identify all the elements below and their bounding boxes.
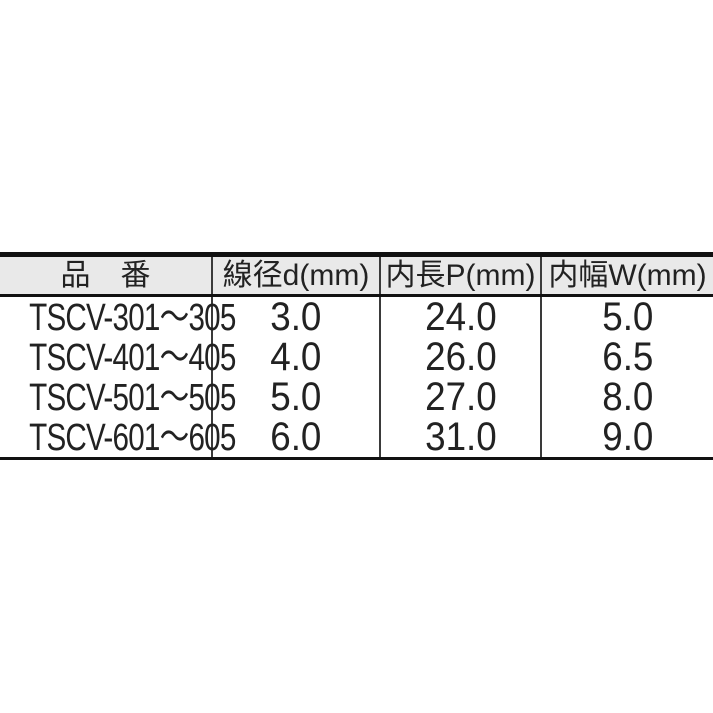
cell-product-code: TSCV-601～605 [0,417,236,459]
header-wire-diameter: 線径d(mm) [211,254,380,297]
cell-inner-length: 31.0 [379,415,541,459]
cell-inner-width: 6.5 [540,335,713,379]
wire-diameter-value: 3.0 [270,295,322,339]
table-row: TSCV-401～405 4.0 26.0 6.5 [0,337,713,377]
cell-wire-diameter: 6.0 [211,415,380,459]
inner-width-value: 8.0 [601,375,654,419]
header-product-number-label: 品 番 [60,258,151,292]
spec-table: 品 番 線径d(mm) 内長P(mm) 内幅W(mm) TSCV-301～305 [0,252,713,460]
table-row: TSCV-601～605 6.0 31.0 9.0 [0,417,713,459]
cell-inner-length: 24.0 [379,295,541,339]
header-row: 品 番 線径d(mm) 内長P(mm) 内幅W(mm) [0,254,713,297]
inner-length-value: 27.0 [424,375,497,419]
inner-width-value: 9.0 [601,415,654,459]
cell-wire-diameter: 3.0 [211,295,380,339]
inner-width-value: 6.5 [601,335,654,379]
wire-diameter-value: 4.0 [270,335,322,379]
header-inner-length: 内長P(mm) [379,254,541,297]
cell-product-code: TSCV-301～305 [0,295,236,337]
wire-diameter-value: 5.0 [270,375,322,419]
cell-product-code: TSCV-501～505 [0,377,236,417]
inner-length-value: 31.0 [424,415,497,459]
header-inner-width-label: 内幅W(mm) [548,258,707,292]
cell-inner-width: 8.0 [540,375,713,419]
inner-length-value: 26.0 [424,335,497,379]
product-code: TSCV-501～505 [29,377,236,419]
inner-length-value: 24.0 [424,295,497,339]
cell-inner-length: 26.0 [379,335,541,379]
product-code: TSCV-601～605 [29,417,236,459]
product-code: TSCV-301～305 [29,297,236,339]
cell-inner-length: 27.0 [379,375,541,419]
wire-diameter-value: 6.0 [270,415,322,459]
cell-wire-diameter: 4.0 [211,335,380,379]
table-row: TSCV-301～305 3.0 24.0 5.0 [0,295,713,339]
table-row: TSCV-501～505 5.0 27.0 8.0 [0,377,713,417]
header-inner-width: 内幅W(mm) [540,254,713,297]
cell-product-code: TSCV-401～405 [0,337,236,377]
header-wire-diameter-label: 線径d(mm) [222,258,370,292]
header-product-number: 品 番 [0,254,212,297]
product-code: TSCV-401～405 [29,337,236,379]
cell-inner-width: 9.0 [540,415,713,459]
inner-width-value: 5.0 [601,295,654,339]
header-inner-length-label: 内長P(mm) [385,258,536,292]
cell-inner-width: 5.0 [540,295,713,339]
cell-wire-diameter: 5.0 [211,375,380,419]
